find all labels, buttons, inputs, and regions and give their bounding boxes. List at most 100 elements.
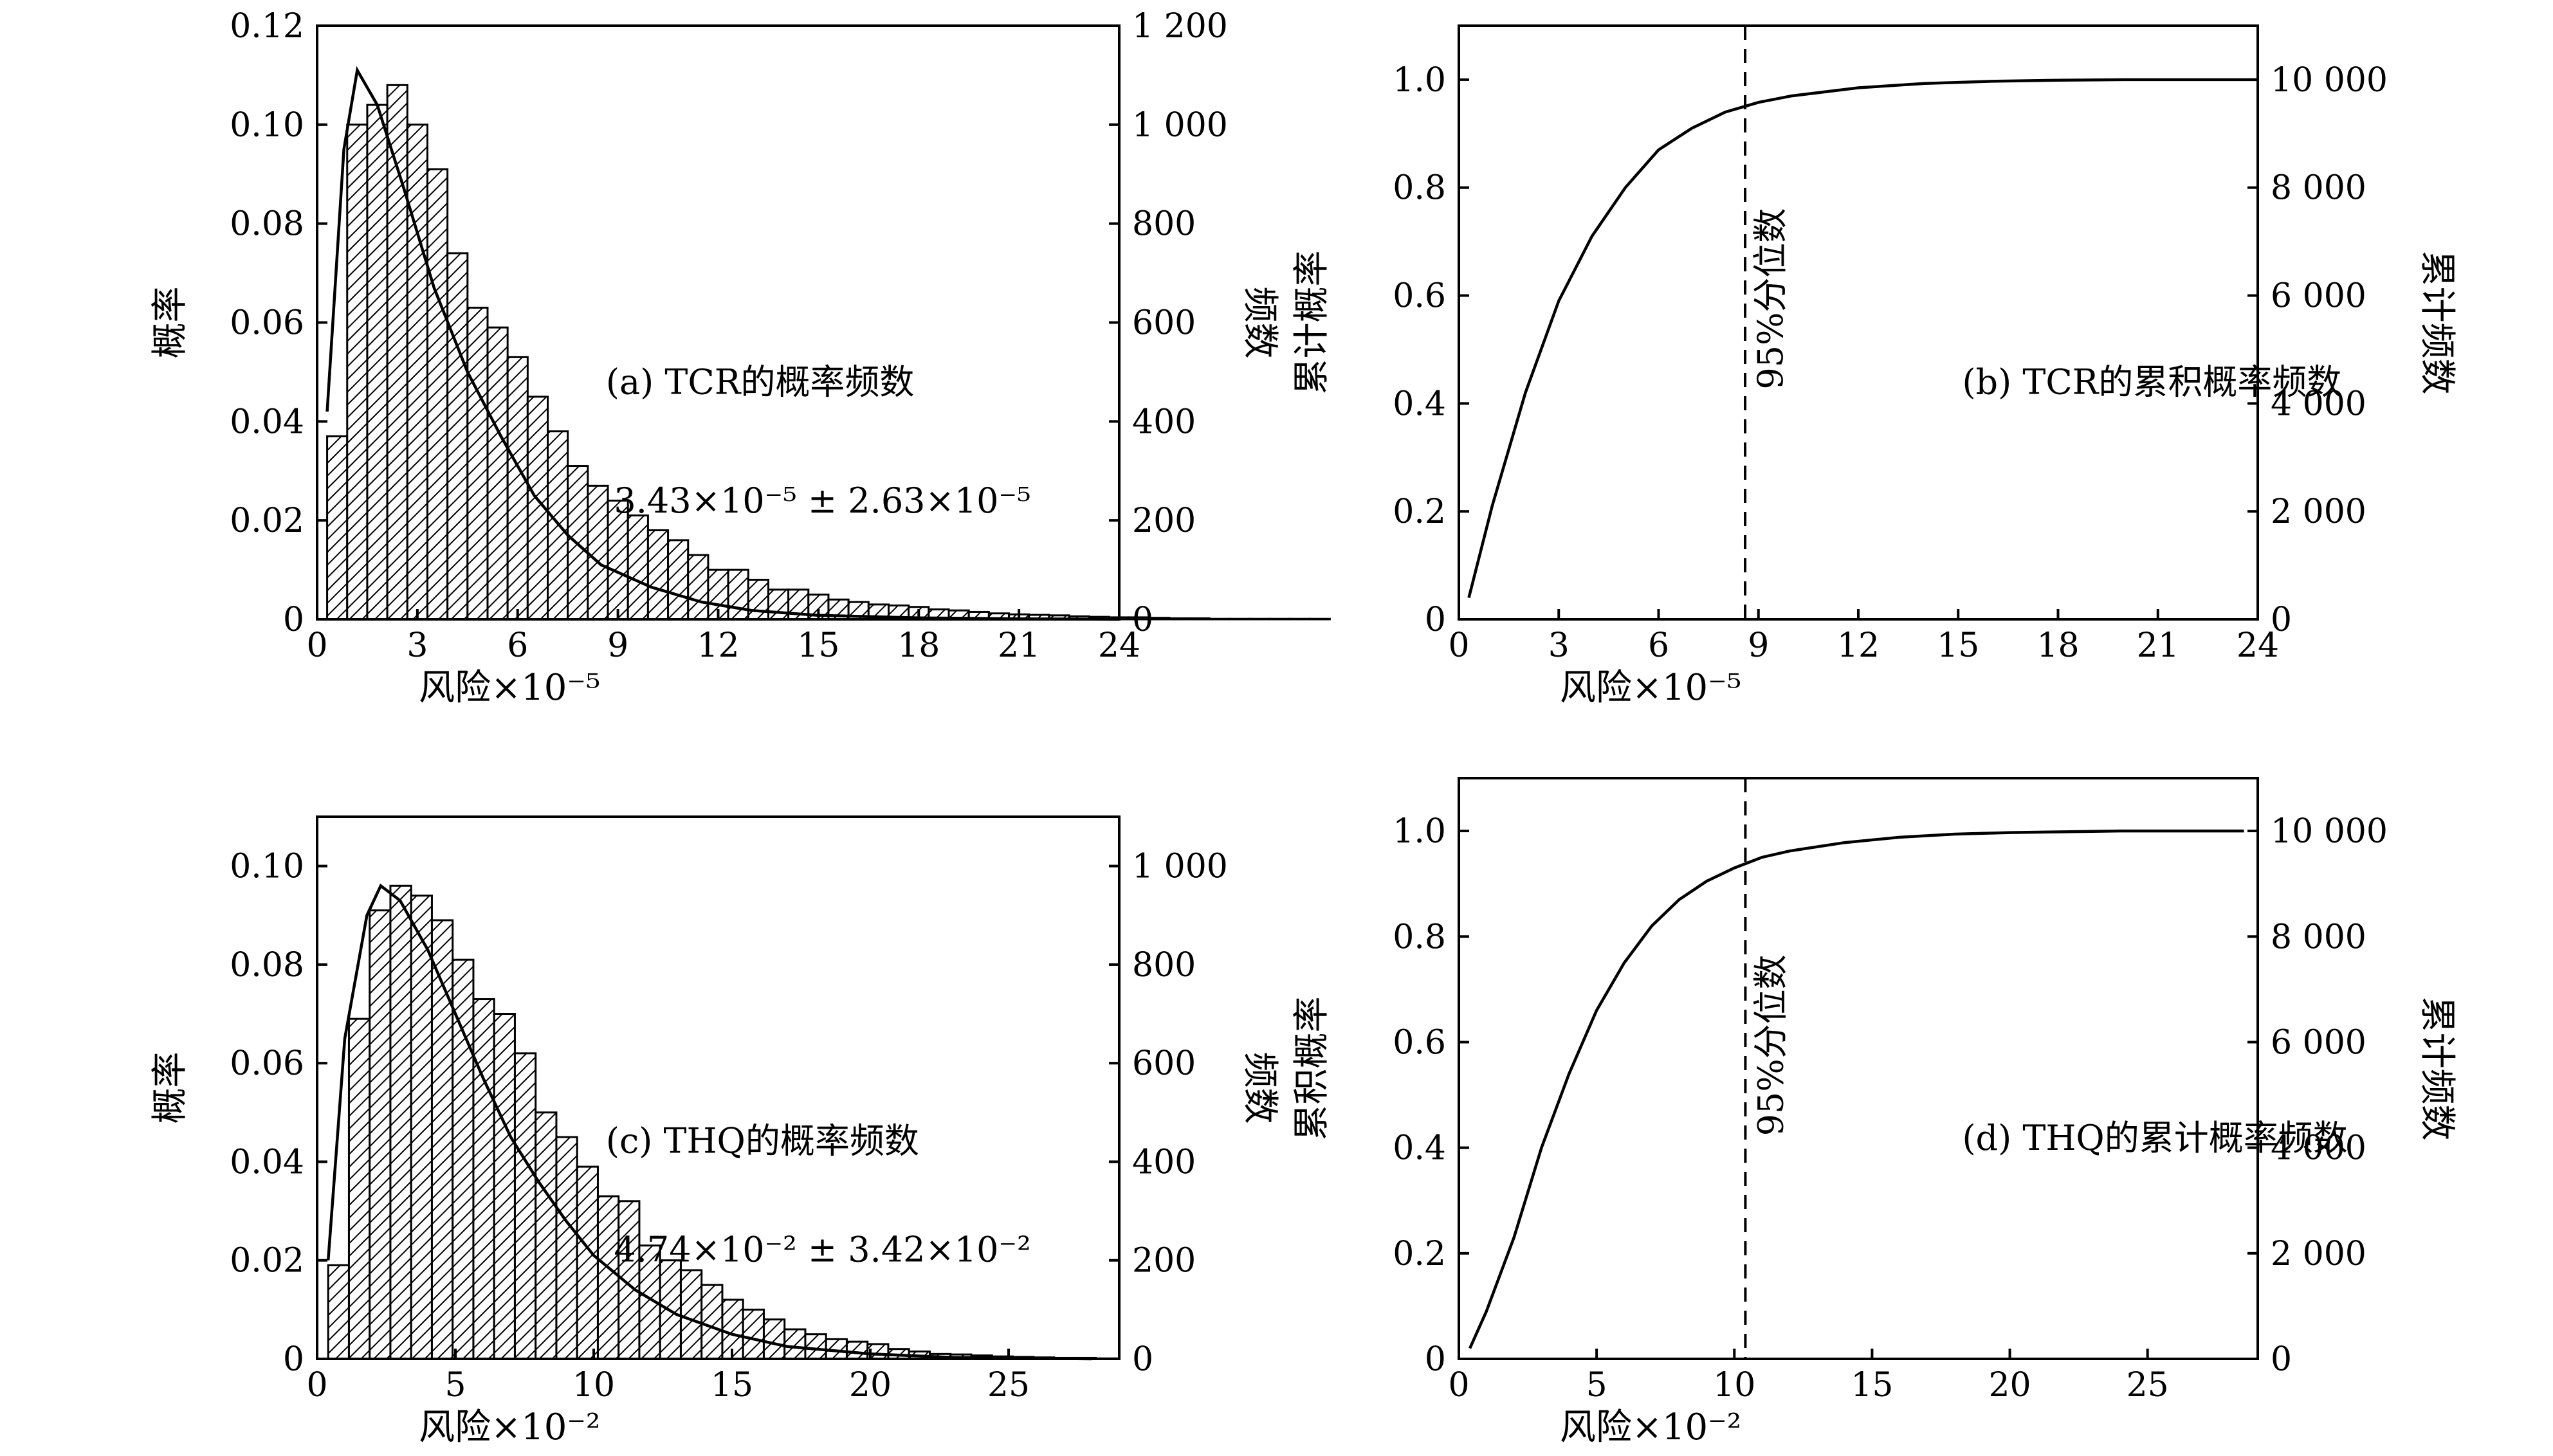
panel-a-ytick-label: 0.04	[230, 403, 304, 441]
panel-a-bar	[667, 539, 690, 621]
panel-a-xlabel: 风险×10⁻⁵	[419, 667, 600, 709]
panel-a-bar	[406, 123, 428, 621]
panel-a-ticks: 0 3 6 9 12 15 18 21 2400.020.040.060.080.100.120…	[230, 7, 1228, 665]
panel-c-bar	[327, 1264, 350, 1360]
panel-b-cumulative-line	[1467, 78, 2258, 598]
panel-a-ytick-label: 0	[283, 601, 304, 639]
panel-a-bar	[727, 569, 749, 621]
panel-d-y2tick-label: 8 000	[2271, 918, 2366, 956]
panel-a-xtick-label: 12	[697, 626, 739, 665]
panel-a-chart: 0 3 6 9 12 15 18 21 2400.020.040.060.080.100.120…	[149, 7, 1331, 709]
panel-d-plot-frame	[1458, 777, 2259, 1360]
panel-b-xtick-label: 6	[1648, 626, 1669, 665]
panel-b-vline-label: 95%分位数	[1750, 208, 1791, 390]
panel-d-y2tick-label: 4 000	[2271, 1129, 2366, 1168]
panel-c-bar	[472, 998, 495, 1360]
panel-b-xtick-label: 18	[2036, 626, 2079, 665]
panel-b-ylabel: 累计概率	[1291, 251, 1333, 395]
panel-d-y2label: 累计频数	[2416, 997, 2458, 1141]
panel-b-y2tick-label: 6 000	[2271, 277, 2366, 316]
panel-a-ylabel: 概率	[149, 287, 191, 359]
panel-d-ytick-label: 1.0	[1393, 812, 1446, 851]
panel-b-y2tick-label: 2 000	[2271, 493, 2366, 531]
panel-d-ticks: 0 5 10 15 20 25 0 0.2 0.4 0.6 0.8 1.0 0 2 000 4 000 6 0…	[1393, 812, 2388, 1405]
panel-a-fit-curve	[325, 66, 1120, 621]
panel-c-bar	[596, 1195, 620, 1360]
panel-c-bar	[535, 1111, 558, 1360]
panel-a-ytick-label: 0.10	[230, 106, 304, 145]
panel-a-y2tick-label: 1 000	[1132, 106, 1228, 145]
panel-c-bar	[576, 1165, 599, 1360]
panel-d-y2tick-label: 2 000	[2271, 1235, 2366, 1273]
panel-c-xtick-label: 5	[444, 1366, 466, 1405]
panel-c-y2label: 频数	[1239, 1052, 1281, 1124]
panel-a-xtick-label: 21	[998, 626, 1040, 665]
panel-c-bar	[742, 1308, 765, 1360]
panel-d-ytick-label: 0.8	[1393, 918, 1446, 956]
panel-c-annotation: (c) THQ的概率频数	[606, 1121, 919, 1161]
panel-c-xtick-label: 10	[572, 1366, 615, 1405]
panel-c-y2tick-label: 0	[1132, 1340, 1153, 1379]
panel-b-xtick-label: 9	[1748, 626, 1769, 665]
panel-c-bar	[452, 958, 475, 1360]
panel-d-cumulative-line	[1469, 829, 2244, 1349]
panel-c-bars	[327, 884, 1118, 1360]
panel-b-y2tick-label: 4 000	[2271, 385, 2366, 423]
panel-b-y2tick-label: 0	[2271, 601, 2292, 639]
panel-c-xtick-label: 20	[849, 1366, 892, 1405]
panel-a-ytick-label: 0.12	[230, 7, 304, 46]
panel-a-xtick-label: 0	[306, 626, 327, 665]
panel-c-bar	[555, 1136, 578, 1360]
panel-c-stat-text: 4.74×10⁻² ± 3.42×10⁻²	[614, 1229, 1030, 1269]
panel-d-curves	[1469, 778, 2244, 1359]
panel-d-ytick-label: 0	[1425, 1340, 1446, 1379]
panel-b-annotation: (b) TCR的累积概率频数	[1962, 361, 2341, 402]
panel-a-y2tick-label: 800	[1132, 205, 1196, 244]
panel-c-bar	[804, 1333, 827, 1360]
panel-a-bar	[747, 578, 769, 621]
panel-b-y2tick-label: 8 000	[2271, 169, 2366, 208]
panel-c-y2tick-label: 600	[1132, 1044, 1196, 1083]
panel-a-bar	[346, 123, 369, 621]
panel-a-ytick-label: 0.08	[230, 205, 304, 244]
panel-c-fit-curve	[326, 883, 1092, 1361]
panel-d-xtick-label: 20	[1988, 1366, 2031, 1405]
panel-a-bar	[486, 326, 509, 621]
panel-b-curves	[1467, 26, 2258, 619]
panel-a-bar	[326, 435, 349, 621]
panel-b-ytick-label: 0.6	[1393, 277, 1446, 316]
panel-a-bar	[587, 484, 609, 621]
panel-c-bar	[389, 884, 412, 1360]
panel-c-y2tick-label: 1 000	[1132, 848, 1228, 886]
panel-b-xtick-label: 12	[1837, 626, 1880, 665]
panel-a-ytick-label: 0.02	[230, 502, 304, 540]
panel-b-ytick-label: 0.8	[1393, 169, 1446, 208]
panel-a-xtick-label: 24	[1098, 626, 1140, 665]
panel-a-y2tick-label: 400	[1132, 403, 1196, 441]
panel-a-bar	[446, 252, 469, 621]
panel-d-y2tick-label: 6 000	[2271, 1023, 2366, 1062]
panel-d-y2tick-label: 0	[2271, 1340, 2292, 1379]
panel-b-ytick-label: 0.2	[1393, 493, 1446, 531]
panel-c-ytick-label: 0.10	[230, 848, 304, 886]
panel-a-xtick-label: 3	[407, 626, 428, 665]
panel-d-ytick-label: 0.4	[1393, 1129, 1446, 1168]
panel-d-xlabel: 风险×10⁻²	[1560, 1406, 1741, 1448]
panel-d-xtick-label: 25	[2127, 1366, 2169, 1405]
panel-b-y2tick-label: 10 000	[2271, 61, 2388, 100]
panel-d-chart: 0 5 10 15 20 25 0 0.2 0.4 0.6 0.8 1.0 0 2 000 4 000 6 0…	[1291, 777, 2458, 1448]
panel-c-bar	[493, 1013, 516, 1360]
panel-a-xtick-label: 18	[897, 626, 940, 665]
panel-b-y2label: 累计频数	[2416, 251, 2458, 395]
panel-a-bar	[767, 588, 790, 621]
panel-c-bar	[845, 1340, 869, 1360]
panel-a-y2label: 频数	[1239, 287, 1281, 359]
panel-a-bar	[1168, 617, 1191, 621]
panel-a-xtick-label: 15	[797, 626, 839, 665]
panel-c-bar	[700, 1284, 724, 1360]
panel-c-ytick-label: 0.04	[230, 1143, 304, 1181]
panel-b-xtick-label: 21	[2137, 626, 2179, 665]
